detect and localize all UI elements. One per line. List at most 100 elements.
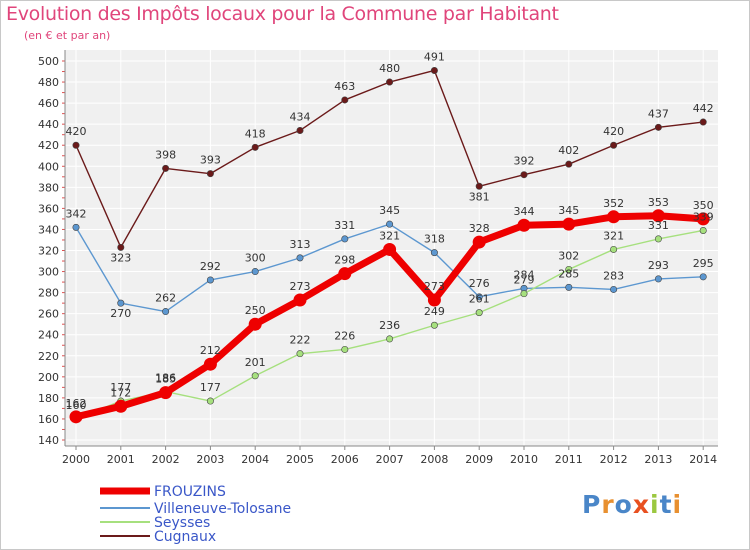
data-point <box>341 96 349 104</box>
data-point <box>610 245 618 253</box>
y-tick-label: 420 <box>38 139 59 152</box>
data-label: 273 <box>290 280 311 293</box>
data-label: 381 <box>469 190 490 203</box>
data-label: 283 <box>603 269 624 282</box>
x-tick-label: 2014 <box>689 453 717 466</box>
y-tick-label: 440 <box>38 118 59 131</box>
data-point <box>430 66 438 74</box>
data-label: 420 <box>66 125 87 138</box>
data-label: 345 <box>379 204 400 217</box>
data-label: 285 <box>558 267 579 280</box>
data-point <box>341 235 349 243</box>
data-label: 177 <box>200 381 221 394</box>
data-label: 392 <box>514 155 535 168</box>
legend-label: Cugnaux <box>154 529 216 545</box>
data-point <box>520 290 528 298</box>
x-tick-label: 2013 <box>644 453 672 466</box>
data-point <box>699 226 707 234</box>
y-tick-label: 160 <box>38 413 59 426</box>
x-tick-label: 2004 <box>241 453 269 466</box>
data-point <box>610 141 618 149</box>
data-label: 270 <box>110 307 131 320</box>
data-point <box>203 357 217 371</box>
data-label: 342 <box>66 207 87 220</box>
data-point <box>430 321 438 329</box>
data-label: 434 <box>290 110 311 123</box>
y-tick-label: 480 <box>38 76 59 89</box>
legend-label: FROUZINS <box>154 484 226 500</box>
logo-letter: t <box>659 490 673 519</box>
data-label: 300 <box>245 252 266 265</box>
data-point <box>206 276 214 284</box>
data-label: 162 <box>66 397 87 410</box>
data-point <box>562 217 576 231</box>
data-label: 160 <box>66 399 87 412</box>
x-tick-label: 2007 <box>376 453 404 466</box>
data-label: 249 <box>424 305 445 318</box>
y-tick-label: 240 <box>38 329 59 342</box>
data-label: 353 <box>648 196 669 209</box>
data-point <box>117 243 125 251</box>
data-point <box>251 143 259 151</box>
y-tick-label: 360 <box>38 202 59 215</box>
logo-letter: r <box>601 490 615 519</box>
logo-letter: i <box>672 490 683 519</box>
y-tick-label: 300 <box>38 266 59 279</box>
data-label: 276 <box>469 277 490 290</box>
data-label: 279 <box>514 274 535 287</box>
data-point <box>69 410 83 424</box>
data-label: 420 <box>603 125 624 138</box>
data-label: 339 <box>693 210 714 223</box>
data-label: 318 <box>424 233 445 246</box>
x-tick-label: 2000 <box>62 453 90 466</box>
data-point <box>699 118 707 126</box>
data-point <box>293 293 307 307</box>
data-label: 402 <box>558 144 579 157</box>
data-point <box>475 182 483 190</box>
data-label: 442 <box>693 102 714 115</box>
data-label: 480 <box>379 62 400 75</box>
data-point <box>475 293 483 301</box>
data-point <box>386 78 394 86</box>
data-label: 302 <box>558 249 579 262</box>
data-point <box>427 293 441 307</box>
data-point <box>159 386 173 400</box>
data-label: 463 <box>334 80 355 93</box>
proxiti-logo: Proxiti <box>582 490 682 519</box>
y-tick-label: 280 <box>38 287 59 300</box>
data-label: 284 <box>514 268 535 281</box>
data-label: 172 <box>110 386 131 399</box>
data-point <box>338 267 352 281</box>
x-tick-label: 2012 <box>600 453 628 466</box>
data-point <box>472 235 486 249</box>
data-label: 345 <box>558 204 579 217</box>
data-label: 262 <box>155 292 176 305</box>
data-point <box>117 299 125 307</box>
logo-letter: P <box>582 490 602 519</box>
data-label: 393 <box>200 154 221 167</box>
data-point <box>565 160 573 168</box>
data-label: 186 <box>155 372 176 385</box>
data-label: 273 <box>424 280 445 293</box>
data-label: 226 <box>334 329 355 342</box>
data-point <box>341 345 349 353</box>
data-point <box>383 242 397 256</box>
logo-letter: o <box>614 490 633 519</box>
data-label: 177 <box>110 381 131 394</box>
data-label: 250 <box>245 304 266 317</box>
x-tick-label: 2001 <box>107 453 135 466</box>
data-point <box>296 126 304 134</box>
data-point <box>565 265 573 273</box>
data-point <box>520 171 528 179</box>
data-point <box>296 350 304 358</box>
data-label: 437 <box>648 107 669 120</box>
data-point <box>251 372 259 380</box>
data-point <box>651 209 665 223</box>
data-point <box>162 164 170 172</box>
data-label: 313 <box>290 238 311 251</box>
data-point <box>654 235 662 243</box>
data-label: 398 <box>155 148 176 161</box>
data-point <box>251 268 259 276</box>
data-label: 261 <box>469 293 490 306</box>
data-point <box>654 123 662 131</box>
